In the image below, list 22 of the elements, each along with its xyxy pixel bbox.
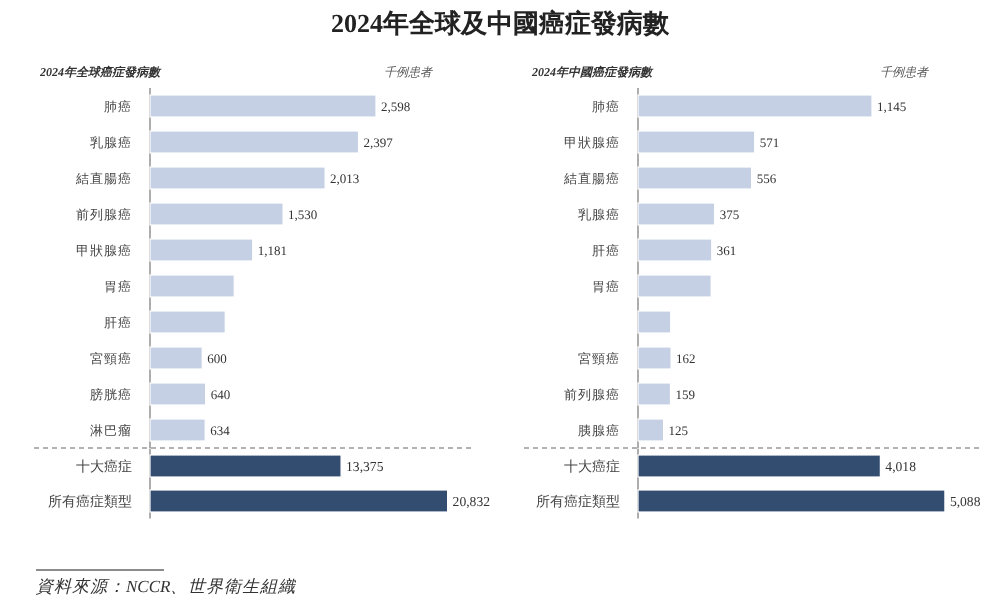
bar: [637, 382, 672, 406]
bar: [149, 346, 203, 370]
source-note: 資料來源：NCCR、世界衛生組織: [36, 576, 299, 596]
bar: [637, 94, 873, 118]
bar: [637, 130, 756, 154]
bar: [637, 310, 672, 334]
bar: [149, 382, 207, 406]
bar: [637, 346, 672, 370]
bar: [637, 166, 753, 190]
bar: [149, 310, 226, 334]
bar: [637, 202, 716, 226]
bar: [149, 94, 377, 118]
bar: [149, 274, 235, 298]
bar: [637, 274, 712, 298]
bar: [637, 238, 713, 262]
bar: [149, 418, 206, 442]
text: 2024年全球及中國癌症發病數: [331, 8, 671, 38]
bar: [149, 130, 360, 154]
bar: [149, 202, 284, 226]
bar: [149, 166, 326, 190]
bar: [637, 418, 665, 442]
bar: [149, 238, 254, 262]
